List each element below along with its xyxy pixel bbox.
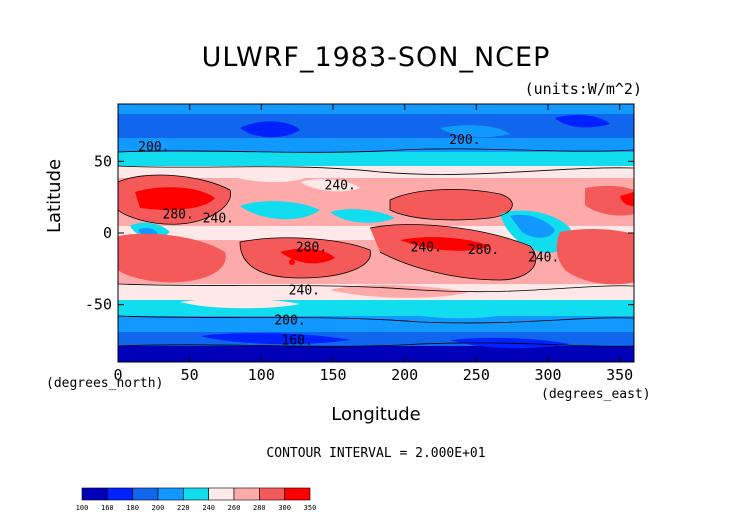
colorbar-swatch	[259, 487, 285, 501]
colorbar-swatch	[81, 487, 108, 501]
x-tick-label: 250	[463, 366, 490, 384]
contour-label: 240.	[528, 250, 559, 265]
x-tick-label: 50	[181, 366, 199, 384]
colorbar-label: 350	[304, 504, 317, 512]
colorbar-swatch	[183, 487, 209, 501]
contour-label: 280.	[468, 243, 499, 258]
x-axis-label: Longitude	[331, 404, 421, 425]
contour-label: 280.	[163, 207, 194, 222]
colorbar-swatch	[208, 487, 235, 501]
chart-title: ULWRF_1983-SON_NCEP	[201, 42, 551, 73]
x-unit-note: (degrees_east)	[541, 387, 651, 402]
colorbar-label: 180	[126, 504, 139, 512]
x-tick-label: 150	[319, 366, 346, 384]
y-tick-label: -50	[85, 296, 112, 314]
contour-label: 240.	[289, 283, 320, 298]
x-tick-label: 300	[534, 366, 561, 384]
colorbar: 100 160 180 200 220 240 260 280 300 350	[76, 487, 317, 512]
contour-label: 240.	[203, 212, 234, 227]
colorbar-swatch	[132, 487, 159, 501]
colorbar-label: 240	[202, 504, 215, 512]
contour-label: 200.	[449, 133, 480, 148]
x-tick-label: 100	[248, 366, 275, 384]
units-note: (units:W/m^2)	[524, 80, 642, 98]
contour-label: 240.	[411, 240, 442, 255]
colorbar-label: 160	[101, 504, 114, 512]
colorbar-swatch	[157, 487, 184, 501]
x-tick-label: 350	[606, 366, 633, 384]
colorbar-swatch	[233, 487, 260, 501]
colorbar-label: 200	[152, 504, 165, 512]
x-tick-label: 0	[113, 366, 122, 384]
x-tick-label: 200	[391, 366, 418, 384]
contour-lines	[118, 148, 634, 347]
contour-label: 280.	[296, 240, 327, 255]
y-unit-note: (degrees_north)	[46, 376, 164, 391]
contour-label: 160.	[282, 334, 313, 349]
contour-label: 200.	[138, 140, 169, 155]
axis-layer: 0 50 100 150 200 250 300 350 50 0 -50	[85, 104, 634, 384]
contour-interval-note: CONTOUR INTERVAL = 2.000E+01	[266, 446, 486, 461]
colorbar-swatch	[107, 487, 133, 501]
y-tick-label: 50	[94, 152, 112, 170]
colorbar-label: 220	[177, 504, 190, 512]
contour-label: 200.	[274, 313, 305, 328]
contour-label: 240.	[325, 179, 356, 194]
colorbar-label: 260	[228, 504, 241, 512]
colorbar-label: 300	[278, 504, 291, 512]
field-layer	[118, 104, 634, 362]
colorbar-label: 280	[253, 504, 266, 512]
y-tick-label: 0	[103, 224, 112, 242]
colorbar-swatch	[284, 487, 311, 501]
contour-label-layer: 200. 200. 240. 280. 240. 280. 240. 280. 240. 240.…	[138, 133, 559, 349]
colorbar-label: 100	[76, 504, 89, 512]
